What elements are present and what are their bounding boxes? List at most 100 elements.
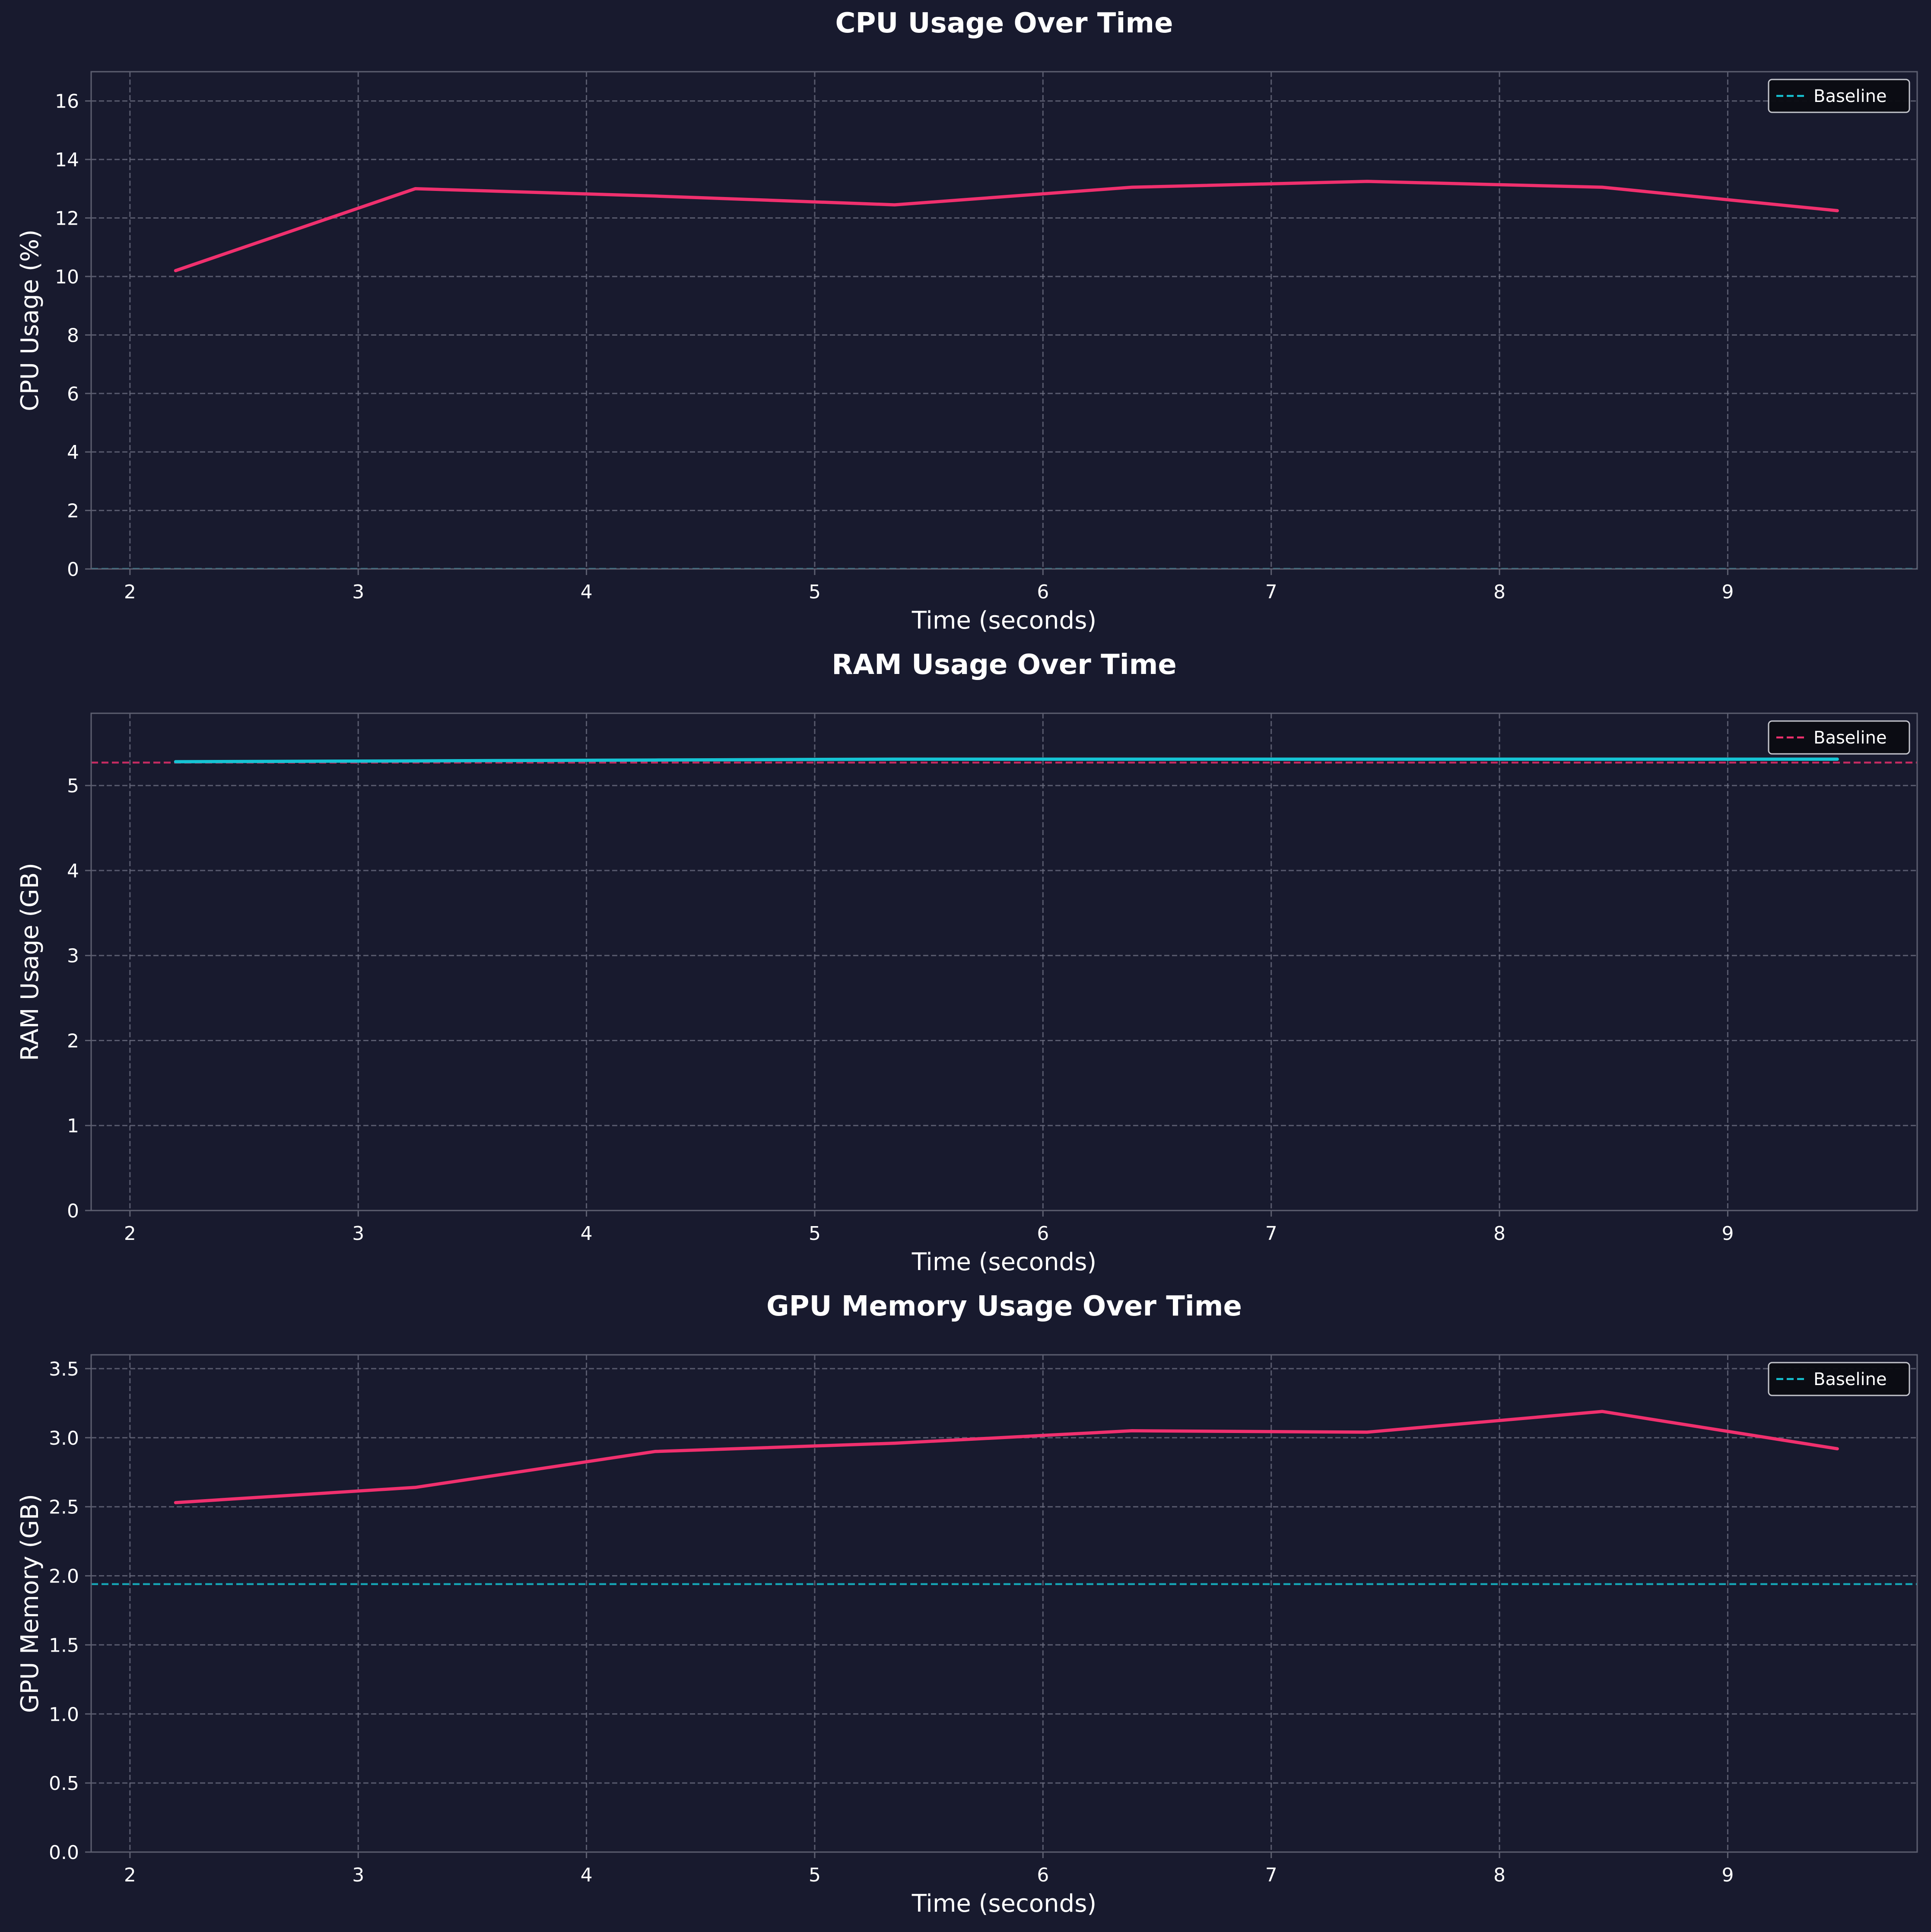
plot-area <box>91 72 1917 569</box>
data-point <box>413 759 417 763</box>
legend-label: Baseline <box>1813 1370 1887 1389</box>
x-tick-label: 2 <box>124 1864 136 1886</box>
data-point <box>1601 1410 1604 1413</box>
series-line-1 <box>174 1410 1839 1504</box>
data-point <box>1601 757 1604 761</box>
x-tick-label: 4 <box>581 1223 593 1245</box>
y-tick-label: 0.0 <box>49 1842 79 1864</box>
data-point <box>1836 757 1839 761</box>
data-point <box>413 187 417 191</box>
data-point <box>1366 757 1369 761</box>
y-tick-label: 4 <box>67 442 79 464</box>
y-tick-label: 4 <box>67 860 79 882</box>
x-tick-label: 9 <box>1721 1223 1734 1245</box>
data-point <box>1366 180 1369 183</box>
legend-box <box>1768 1362 1910 1396</box>
x-tick-label: 8 <box>1493 581 1505 603</box>
x-axis-label: Time (seconds) <box>912 1248 1096 1276</box>
plot-frame <box>90 71 1918 570</box>
x-tick-label: 6 <box>1037 1223 1049 1245</box>
data-point <box>893 1442 896 1445</box>
x-tick-label: 4 <box>581 1864 593 1886</box>
series-line-1 <box>174 180 1839 273</box>
y-tick-label: 0 <box>67 1200 79 1222</box>
y-tick-label: 5 <box>67 775 79 797</box>
legend-label: Baseline <box>1813 728 1887 748</box>
x-tick-label: 2 <box>124 1223 136 1245</box>
plot-area <box>91 713 1917 1211</box>
x-tick-label: 8 <box>1493 1864 1505 1886</box>
y-tick-label: 2.0 <box>49 1566 79 1588</box>
y-tick-label: 1.0 <box>49 1703 79 1725</box>
x-tick-label: 6 <box>1037 581 1049 603</box>
y-tick-label: 16 <box>55 91 79 113</box>
y-tick-label: 3.0 <box>49 1427 79 1449</box>
y-axis-label: CPU Usage (%) <box>16 229 44 411</box>
x-tick-label: 8 <box>1493 1223 1505 1245</box>
y-tick-label: 2 <box>67 1030 79 1052</box>
data-point <box>1130 757 1134 761</box>
x-tick-label: 4 <box>581 581 593 603</box>
legend-box <box>1768 79 1910 113</box>
legend: Baseline <box>1768 1362 1910 1396</box>
chart-panel-2: 2 3 4 5 6 7 8 9 0 1 2 3 4 5 RAM Usage Over Time Time (s… <box>16 649 1918 1276</box>
x-tick-label: 5 <box>809 1864 821 1886</box>
data-point <box>1836 1447 1839 1450</box>
x-tick-label: 6 <box>1037 1864 1049 1886</box>
x-tick-label: 3 <box>352 581 364 603</box>
x-tick-label: 5 <box>809 1223 821 1245</box>
plot-data <box>91 180 1917 569</box>
x-tick-label: 7 <box>1265 1223 1277 1245</box>
data-point <box>174 1501 177 1504</box>
x-axis-label: Time (seconds) <box>912 1890 1096 1918</box>
chart-title: RAM Usage Over Time <box>832 649 1177 681</box>
x-tick-label: 2 <box>124 581 136 603</box>
x-tick-label: 7 <box>1265 1864 1277 1886</box>
chart-panel-3: 2 3 4 5 6 7 8 9 0.0 0.5 1.0 1.5 2.0 2.5 3.0 3.5 GPU Memo… <box>16 1290 1918 1918</box>
y-tick-label: 2.5 <box>49 1497 79 1519</box>
y-tick-label: 8 <box>67 324 79 346</box>
data-point <box>174 760 177 763</box>
x-tick-label: 9 <box>1721 1864 1734 1886</box>
y-axis-label: GPU Memory (GB) <box>16 1494 44 1713</box>
y-axis-label: RAM Usage (GB) <box>16 863 44 1061</box>
x-axis-label: Time (seconds) <box>912 607 1096 635</box>
plot-data <box>91 1410 1917 1585</box>
data-point <box>174 269 177 272</box>
data-point <box>1836 209 1839 213</box>
data-point <box>1130 1429 1134 1433</box>
y-tick-label: 2 <box>67 500 79 522</box>
chart-title: CPU Usage Over Time <box>835 7 1173 39</box>
data-point <box>653 1450 657 1453</box>
x-tick-label: 9 <box>1721 581 1734 603</box>
legend-label: Baseline <box>1813 86 1887 106</box>
data-point <box>1601 185 1604 189</box>
x-tick-label: 3 <box>352 1223 364 1245</box>
y-tick-label: 12 <box>55 208 79 230</box>
data-point <box>413 1486 417 1489</box>
x-tick-label: 7 <box>1265 581 1277 603</box>
y-tick-label: 1 <box>67 1115 79 1137</box>
plot-data <box>91 757 1917 764</box>
y-tick-label: 0.5 <box>49 1773 79 1795</box>
data-point <box>653 758 657 762</box>
plot-frame <box>90 712 1918 1211</box>
series-line-1 <box>174 757 1839 763</box>
x-tick-label: 3 <box>352 1864 364 1886</box>
x-tick-label: 5 <box>809 581 821 603</box>
y-tick-label: 1.5 <box>49 1634 79 1656</box>
y-tick-label: 3 <box>67 945 79 967</box>
plot-frame <box>90 1354 1918 1853</box>
data-point <box>1130 185 1134 189</box>
data-point <box>893 203 896 207</box>
legend-box <box>1768 720 1910 755</box>
legend: Baseline <box>1768 720 1910 755</box>
y-tick-label: 14 <box>55 149 79 171</box>
y-tick-label: 6 <box>67 383 79 405</box>
chart-panel-1: 2 3 4 5 6 7 8 9 0 2 4 6 8 10 12 14 16 CPU Usage Over Time… <box>16 7 1918 635</box>
y-tick-label: 3.5 <box>49 1358 79 1380</box>
plot-area <box>91 1355 1917 1852</box>
data-point <box>1366 1430 1369 1434</box>
